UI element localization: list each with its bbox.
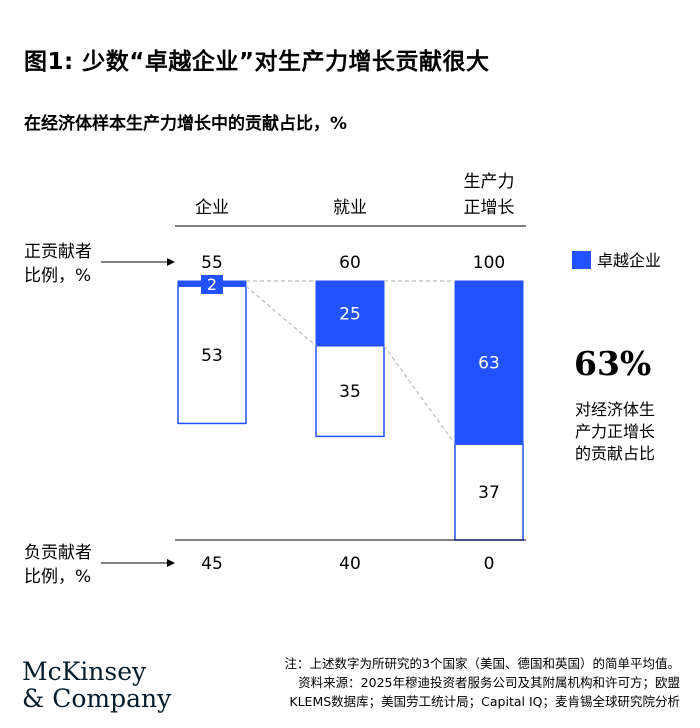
bar-2-other-label: 37 xyxy=(478,483,500,503)
negative-row-label-line-0: 负贡献者 xyxy=(24,543,92,563)
callout-text-line-2: 的贡献占比 xyxy=(575,444,655,463)
callout-value: 63% xyxy=(574,344,651,383)
footnote-source-continued: KLEMS数据库；美国劳工统计局；Capital IQ；麦肯锡全球研究院分析 xyxy=(289,694,680,709)
logo-line-1: McKinsey xyxy=(22,657,147,686)
positive-row-label-line-1: 比例，% xyxy=(24,266,91,286)
positive-total-2: 100 xyxy=(473,253,505,273)
positive-total-0: 55 xyxy=(201,253,223,273)
positive-row-arrow-head xyxy=(167,258,175,266)
legend-swatch xyxy=(572,251,591,269)
column-header-2-line-1: 正增长 xyxy=(464,198,515,218)
legend-label: 卓越企业 xyxy=(597,251,661,270)
bar-0-other-segment xyxy=(177,285,247,425)
negative-total-2: 0 xyxy=(484,554,495,574)
bar-1-star-label: 25 xyxy=(339,304,361,324)
negative-total-0: 45 xyxy=(201,554,223,574)
bar-1-other-segment xyxy=(315,345,385,438)
connector-segment-0 xyxy=(245,285,317,347)
negative-row-label-line-1: 比例，% xyxy=(24,567,91,587)
callout-text-line-1: 产力正增长 xyxy=(575,422,655,441)
bar-0-star-label-box xyxy=(201,275,223,294)
bar-1-star-segment xyxy=(315,280,385,347)
positive-row-label-line-0: 正贡献者 xyxy=(24,242,92,262)
bar-2-star-segment xyxy=(454,280,524,445)
connector-segment-1 xyxy=(383,345,456,445)
mckinsey-logo: McKinsey & Company xyxy=(22,658,171,712)
bar-0-other-label: 53 xyxy=(201,346,223,366)
column-header-2-line-0: 生产力 xyxy=(464,172,515,192)
logo-line-2: & Company xyxy=(22,684,172,713)
footnote-source: 资料来源：2025年穆迪投资者服务公司及其附属机构和许可方；欧盟 xyxy=(298,675,680,690)
positive-total-1: 60 xyxy=(339,253,361,273)
column-header-0-line-0: 企业 xyxy=(195,198,229,218)
negative-row-arrow-head xyxy=(167,559,175,567)
footnote-note: 注：上述数字为所研究的3个国家（美国、德国和英国）的简单平均值。 xyxy=(284,656,680,671)
callout-text-line-0: 对经济体生 xyxy=(575,400,655,419)
footnotes: 注：上述数字为所研究的3个国家（美国、德国和英国）的简单平均值。 资料来源：20… xyxy=(210,654,680,711)
bar-1-other-label: 35 xyxy=(339,382,361,402)
column-header-1-line-0: 就业 xyxy=(333,198,367,218)
bar-2-other-segment xyxy=(454,443,524,541)
chart-title: 图1: 少数“卓越企业”对生产力增长贡献很大 xyxy=(24,49,490,75)
bar-0-star-label: 2 xyxy=(207,275,217,294)
bar-2-star-label: 63 xyxy=(478,354,500,374)
chart-subtitle: 在经济体样本生产力增长中的贡献占比，% xyxy=(24,114,348,134)
negative-total-1: 40 xyxy=(339,554,361,574)
